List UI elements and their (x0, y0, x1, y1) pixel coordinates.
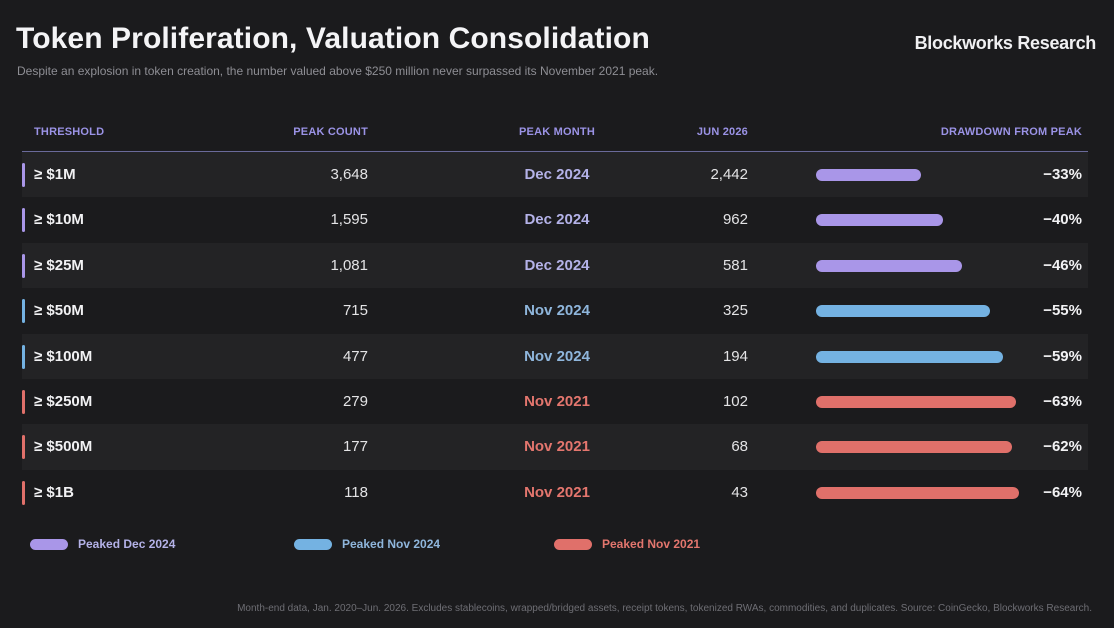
threshold-cell: ≥ $250M (34, 392, 93, 410)
table-header: THRESHOLD PEAK COUNT PEAK MONTH JUN 2026… (22, 118, 1088, 152)
row-color-stripe (22, 208, 25, 233)
drawdown-bar (816, 305, 991, 318)
table-row: ≥ $500M 177 Nov 2021 68 −62% (22, 424, 1088, 470)
legend-item: Peaked Nov 2024 (294, 537, 440, 551)
row-color-stripe (22, 299, 25, 324)
threshold-cell: ≥ $500M (34, 438, 93, 456)
drawdown-table: THRESHOLD PEAK COUNT PEAK MONTH JUN 2026… (22, 118, 1088, 515)
table-row: ≥ $250M 279 Nov 2021 102 −63% (22, 379, 1088, 424)
header-threshold: THRESHOLD (34, 126, 105, 138)
header-peak-count: PEAK COUNT (293, 126, 368, 138)
jun-2026-cell: 194 (722, 347, 748, 365)
jun-2026-cell: 962 (722, 211, 748, 229)
drawdown-cell: −64% (1043, 483, 1082, 501)
drawdown-bar (816, 214, 943, 227)
header-peak-month: PEAK MONTH (519, 126, 595, 138)
table-row: ≥ $100M 477 Nov 2024 194 −59% (22, 333, 1088, 379)
brand-logo-text: Blockworks Research (914, 33, 1097, 53)
row-color-stripe (22, 253, 25, 278)
row-color-stripe (22, 480, 25, 505)
header-drawdown: DRAWDOWN FROM PEAK (940, 126, 1082, 138)
legend-item: Peaked Dec 2024 (30, 537, 175, 551)
peak-month-cell: Nov 2021 (524, 392, 590, 410)
peak-month-cell: Nov 2021 (524, 483, 590, 501)
peak-count-cell: 3,648 (330, 166, 368, 183)
drawdown-bar (816, 486, 1019, 499)
drawdown-cell: −46% (1043, 256, 1082, 274)
threshold-cell: ≥ $1M (34, 166, 76, 183)
table-row: ≥ $1M 3,648 Dec 2024 2,442 −33% (22, 152, 1088, 198)
threshold-cell: ≥ $100M (34, 347, 93, 365)
threshold-cell: ≥ $25M (34, 256, 84, 274)
threshold-cell: ≥ $1B (34, 483, 74, 501)
legend-item: Peaked Nov 2021 (554, 537, 700, 551)
peak-month-cell: Nov 2021 (524, 438, 590, 456)
legend-swatch (30, 538, 68, 550)
threshold-cell: ≥ $10M (34, 211, 84, 229)
peak-count-cell: 715 (342, 302, 368, 320)
jun-2026-cell: 325 (722, 302, 748, 320)
page-subtitle: Despite an explosion in token creation, … (17, 64, 659, 78)
header-jun-2026: JUN 2026 (696, 126, 748, 138)
table-body: ≥ $1M 3,648 Dec 2024 2,442 −33% ≥ $10M 1,595 De… (22, 152, 1088, 515)
peak-count-cell: 477 (342, 347, 368, 365)
drawdown-cell: −59% (1043, 347, 1082, 365)
drawdown-cell: −55% (1043, 302, 1082, 320)
legend-label: Peaked Nov 2024 (342, 537, 441, 551)
peak-month-cell: Dec 2024 (524, 256, 590, 274)
peak-count-cell: 1,595 (330, 211, 368, 229)
drawdown-bar (816, 169, 921, 181)
peak-month-cell: Nov 2024 (524, 302, 590, 320)
row-color-stripe (22, 389, 25, 414)
legend-swatch (294, 538, 332, 550)
legend: Peaked Dec 2024 Peaked Nov 2024 Peaked Nov… (0, 537, 1114, 557)
peak-month-cell: Nov 2024 (524, 347, 590, 365)
peak-month-cell: Dec 2024 (524, 211, 590, 229)
drawdown-cell: −33% (1043, 166, 1082, 183)
threshold-cell: ≥ $50M (34, 302, 84, 320)
legend-label: Peaked Dec 2024 (78, 537, 176, 551)
table-row: ≥ $25M 1,081 Dec 2024 581 −46% (22, 242, 1088, 289)
jun-2026-cell: 68 (731, 438, 748, 456)
peak-count-cell: 1,081 (330, 256, 368, 274)
row-color-stripe (22, 163, 25, 187)
table-row: ≥ $50M 715 Nov 2024 325 −55% (22, 288, 1088, 333)
row-color-stripe (22, 344, 25, 369)
drawdown-bar (816, 395, 1016, 408)
table-row: ≥ $1B 118 Nov 2021 43 −64% (22, 470, 1088, 515)
legend-swatch (554, 538, 592, 550)
drawdown-bar (816, 350, 1003, 363)
drawdown-cell: −62% (1043, 438, 1082, 456)
jun-2026-cell: 581 (722, 256, 748, 274)
peak-count-cell: 118 (344, 483, 368, 501)
table-row: ≥ $10M 1,595 Dec 2024 962 −40% (22, 197, 1088, 242)
row-color-stripe (22, 435, 25, 460)
drawdown-cell: −63% (1043, 392, 1082, 410)
drawdown-bar (816, 259, 962, 272)
peak-count-cell: 177 (342, 438, 368, 456)
jun-2026-cell: 2,442 (710, 166, 748, 183)
jun-2026-cell: 102 (722, 392, 748, 410)
jun-2026-cell: 43 (731, 483, 748, 501)
legend-label: Peaked Nov 2021 (602, 537, 701, 551)
page-title: Token Proliferation, Valuation Consolida… (16, 22, 650, 55)
drawdown-bar (816, 441, 1013, 454)
peak-month-cell: Dec 2024 (524, 166, 590, 183)
footnote: Month-end data, Jan. 2020–Jun. 2026. Exc… (237, 603, 1092, 614)
peak-count-cell: 279 (342, 392, 368, 410)
drawdown-cell: −40% (1043, 211, 1082, 229)
